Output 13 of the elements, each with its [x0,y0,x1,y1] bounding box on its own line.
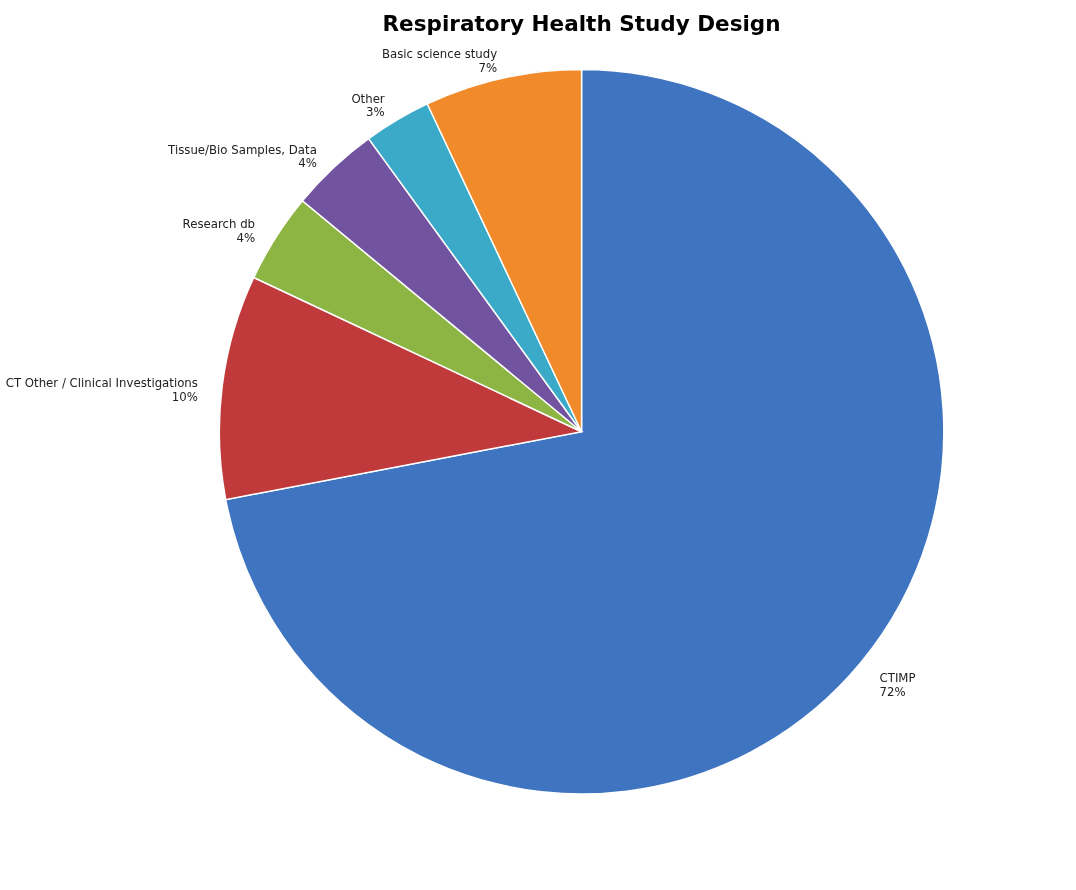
slice-label: Tissue/Bio Samples, Data [167,142,317,157]
data-label: 10% [171,389,198,404]
slice-label: CT Other / Clinical Investigations [5,376,198,391]
data-label: 72% [879,684,906,699]
data-label: 7% [478,60,498,75]
slice-label: Basic science study [381,47,498,62]
data-label: 3% [366,105,385,120]
data-label: 4% [298,156,317,171]
slice-label: Other [351,91,385,106]
chart-title: Respiratory Health Study Design [382,11,781,37]
slice-label: CTIMP [879,671,916,686]
slice-label: Research db [182,217,256,232]
data-label: 4% [236,231,256,246]
